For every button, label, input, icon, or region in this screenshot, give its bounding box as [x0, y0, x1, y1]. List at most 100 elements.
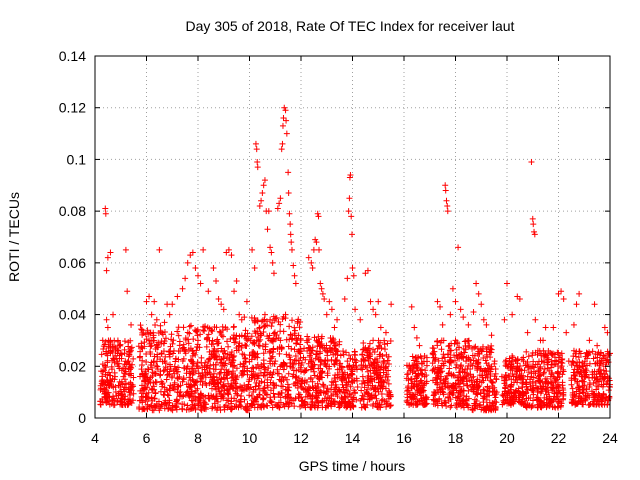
data-point	[270, 313, 277, 320]
data-point	[363, 364, 370, 371]
data-point	[413, 334, 420, 341]
data-point	[278, 378, 285, 385]
data-point	[463, 393, 470, 400]
data-point	[233, 365, 240, 372]
data-point	[111, 359, 118, 366]
data-point	[385, 373, 392, 380]
data-point	[346, 352, 353, 359]
data-point	[416, 398, 423, 405]
data-point	[157, 371, 164, 378]
data-point	[185, 340, 192, 347]
data-point	[305, 360, 312, 367]
data-point	[313, 398, 320, 405]
data-point	[366, 340, 373, 347]
data-point	[465, 321, 472, 328]
data-point	[270, 369, 277, 376]
data-point	[194, 363, 201, 370]
data-point	[253, 146, 260, 153]
data-point	[106, 372, 113, 379]
data-point	[138, 390, 145, 397]
data-point	[147, 379, 154, 386]
data-point	[331, 398, 338, 405]
data-point	[277, 394, 284, 401]
data-point	[145, 389, 152, 396]
data-point	[208, 341, 215, 348]
data-point	[180, 344, 187, 351]
data-point	[184, 259, 191, 266]
data-point	[441, 380, 448, 387]
data-point	[378, 401, 385, 408]
data-point	[262, 372, 269, 379]
data-point	[430, 354, 437, 361]
data-point	[232, 338, 239, 345]
data-point	[270, 390, 277, 397]
data-point	[324, 352, 331, 359]
data-point	[460, 345, 467, 352]
data-point	[268, 249, 275, 256]
data-point	[289, 335, 296, 342]
data-point	[210, 361, 217, 368]
data-point	[290, 361, 297, 368]
data-point	[260, 360, 267, 367]
data-point	[295, 395, 302, 402]
data-point	[434, 298, 441, 305]
data-point	[524, 329, 531, 336]
data-point	[161, 319, 168, 326]
data-point	[331, 375, 338, 382]
data-point	[487, 349, 494, 356]
axis-ticks: 4 6 8 10 12 14 16 18 20 22 24 0 0.02 0.04 0.06 0.08 0.1 0…	[59, 48, 618, 446]
data-point	[477, 346, 484, 353]
data-point	[189, 388, 196, 395]
data-point	[271, 393, 278, 400]
data-point	[591, 301, 598, 308]
data-point	[474, 365, 481, 372]
data-point	[374, 359, 381, 366]
data-point	[372, 400, 379, 407]
data-point	[270, 380, 277, 387]
x-tick-label: 18	[448, 430, 464, 446]
data-point	[175, 375, 182, 382]
data-point	[205, 288, 212, 295]
data-point	[228, 252, 235, 259]
data-point	[443, 375, 450, 382]
data-point	[288, 239, 295, 246]
data-point	[456, 400, 463, 407]
data-point	[383, 351, 390, 358]
data-point	[152, 390, 159, 397]
data-point	[164, 371, 171, 378]
data-point	[122, 401, 129, 408]
data-point	[304, 401, 311, 408]
data-point	[231, 288, 238, 295]
data-point	[429, 350, 436, 357]
data-point	[274, 403, 281, 410]
data-point	[213, 324, 220, 331]
data-point	[153, 316, 160, 323]
data-point	[469, 407, 476, 414]
data-point	[182, 336, 189, 343]
data-point	[563, 329, 570, 336]
data-point	[485, 362, 492, 369]
data-point	[601, 324, 608, 331]
data-point	[169, 340, 176, 347]
data-point	[105, 369, 112, 376]
data-points	[97, 104, 613, 414]
data-point	[309, 395, 316, 402]
data-point	[285, 190, 292, 197]
data-point	[431, 368, 438, 375]
data-point	[421, 400, 428, 407]
data-point	[102, 386, 109, 393]
data-point	[121, 384, 128, 391]
data-point	[464, 382, 471, 389]
data-point	[143, 359, 150, 366]
data-point	[373, 395, 380, 402]
data-point	[292, 280, 299, 287]
data-point	[473, 398, 480, 405]
data-point	[275, 391, 282, 398]
data-point	[230, 324, 237, 331]
data-point	[176, 338, 183, 345]
data-point	[320, 382, 327, 389]
data-point	[232, 376, 239, 383]
data-point	[289, 397, 296, 404]
data-point	[251, 265, 258, 272]
data-point	[260, 323, 267, 330]
